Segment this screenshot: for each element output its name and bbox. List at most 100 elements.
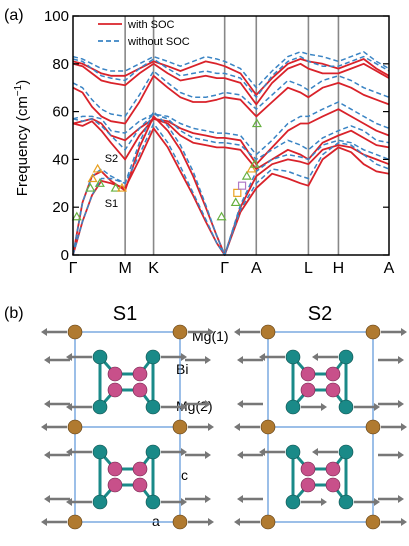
displacement-arrow-head	[181, 403, 187, 411]
displacement-arrow-head	[44, 356, 50, 364]
mg1-atom	[365, 514, 381, 530]
mg2-atom	[92, 349, 108, 365]
nosoc-band-6	[72, 51, 390, 89]
displacement-arrow-head	[401, 423, 407, 431]
exp-point-2	[87, 173, 98, 183]
displacement-arrow-head	[41, 423, 47, 431]
x-tick-label: M	[118, 260, 131, 277]
displacement-arrow-head	[181, 353, 187, 361]
structure-title-s1: S1	[113, 303, 137, 325]
mg2-atom	[145, 444, 161, 460]
displacement-arrow-head	[259, 448, 265, 456]
legend-label-0: with SOC	[127, 19, 175, 31]
mg2-atom	[285, 399, 301, 415]
displacement-arrow-head	[181, 498, 187, 506]
legend-label-1: without SOC	[127, 36, 190, 48]
displacement-arrow-head	[374, 498, 380, 506]
bi-atom	[132, 477, 148, 493]
mg1-atom	[67, 324, 83, 340]
unit-cell	[74, 331, 181, 428]
bi-atom	[325, 382, 341, 398]
mg1-atom	[260, 419, 276, 435]
x-tick-label: Γ	[69, 260, 78, 277]
mg1-atom	[67, 514, 83, 530]
displacement-arrow-head	[374, 403, 380, 411]
displacement-arrow-head	[205, 451, 211, 459]
mg1-atom	[365, 419, 381, 435]
bi-atom	[300, 461, 316, 477]
x-tick-label: A	[384, 260, 395, 277]
nosoc-band-1	[72, 110, 390, 256]
displacement-arrow-head	[41, 518, 47, 526]
exp-point-8	[230, 197, 241, 207]
exp-point-4	[92, 163, 103, 173]
unit-cell	[267, 331, 374, 428]
displacement-arrow-head	[259, 353, 265, 361]
displacement-arrow-head	[208, 518, 214, 526]
mg2-atom	[285, 444, 301, 460]
y-tick-label: 80	[52, 56, 69, 73]
structure-title-s2: S2	[308, 303, 332, 325]
legend: with SOC without SOC	[98, 19, 190, 48]
displacement-arrow-head	[312, 448, 318, 456]
annotation-s1: S1	[105, 198, 118, 210]
soc-band-3	[72, 108, 390, 166]
mg2-atom	[338, 349, 354, 365]
displacement-arrow-head	[401, 518, 407, 526]
displacement-arrow-head	[205, 400, 211, 408]
exp-point-13	[249, 158, 260, 168]
y-tick-label: 0	[61, 247, 69, 264]
displacement-arrow-head	[312, 353, 318, 361]
bi-atom	[300, 366, 316, 382]
unit-cell	[74, 426, 181, 523]
bi-atom	[132, 461, 148, 477]
panel-a-label: (a)	[4, 7, 24, 24]
plot-frame	[72, 15, 390, 256]
soc-band-6	[72, 58, 390, 96]
displacement-arrow-head	[44, 495, 50, 503]
displacement-arrow-head	[398, 495, 404, 503]
displacement-arrow-head	[237, 495, 243, 503]
displacement-arrow-head	[398, 400, 404, 408]
mg1-atom	[260, 324, 276, 340]
mg2-atom	[285, 349, 301, 365]
displacement-arrow-head	[321, 403, 327, 411]
displacement-arrow-head	[66, 498, 72, 506]
exp-point-1	[85, 182, 96, 192]
mg2-atom	[92, 494, 108, 510]
exp-point-14	[251, 118, 262, 128]
displacement-arrow-head	[205, 495, 211, 503]
exp-point-6	[116, 182, 128, 192]
crystal-structures: S1 S2 Mg(1) Bi Mg(2) c a	[41, 303, 407, 530]
panel-b-label: (b)	[4, 305, 24, 322]
displacement-arrow-head	[44, 400, 50, 408]
exp-point-7	[216, 211, 227, 221]
mg2-atom	[338, 399, 354, 415]
displacement-arrow-head	[66, 403, 72, 411]
displacement-arrow-head	[208, 423, 214, 431]
displacement-arrow-head	[401, 328, 407, 336]
mg2-atom	[145, 349, 161, 365]
mg1-atom	[172, 419, 188, 435]
displacement-arrow-head	[181, 448, 187, 456]
y-tick-label: 20	[52, 199, 69, 216]
displacement-arrow-head	[398, 451, 404, 459]
displacement-arrow-head	[234, 328, 240, 336]
x-tick-label: H	[333, 260, 345, 277]
displacement-arrow-head	[237, 451, 243, 459]
exp-point-10	[237, 181, 247, 190]
mg2-atom	[92, 444, 108, 460]
displacement-arrow-head	[208, 328, 214, 336]
annotation-s2: S2	[105, 153, 118, 165]
mg1-atom	[260, 514, 276, 530]
displacement-arrow-head	[66, 448, 72, 456]
bi-atom	[132, 366, 148, 382]
soc-band-2	[72, 117, 390, 170]
x-tick-label: K	[148, 260, 159, 277]
label-mg2: Mg(2)	[176, 398, 213, 414]
exp-point-3	[94, 178, 105, 187]
bi-atom	[107, 461, 123, 477]
soc-band-5	[72, 62, 390, 106]
